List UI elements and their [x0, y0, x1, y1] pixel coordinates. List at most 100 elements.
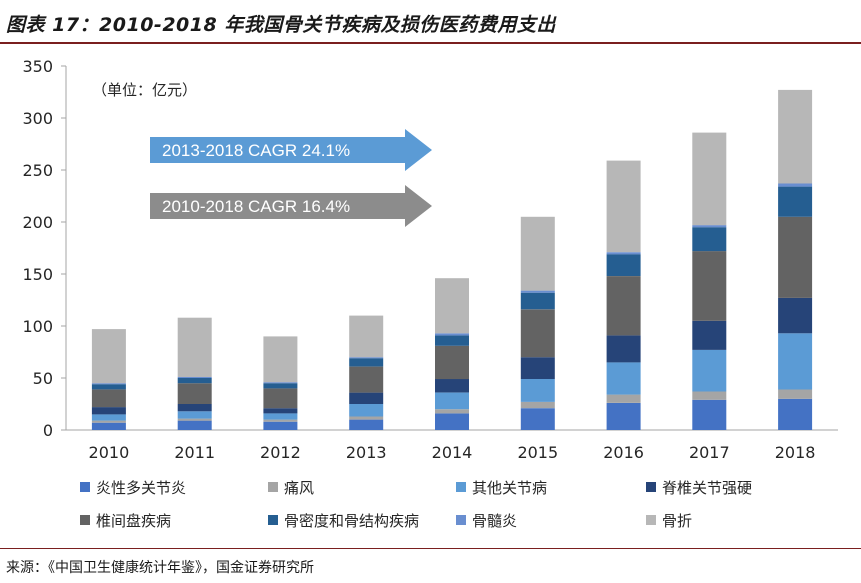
y-tick-label: 100 — [22, 317, 53, 336]
bar-segment — [520, 379, 555, 402]
bar-segment — [692, 132, 727, 226]
bar-segment — [606, 254, 641, 276]
y-tick-label: 350 — [22, 57, 53, 76]
bar-segment — [520, 292, 555, 310]
y-tick-label: 250 — [22, 161, 53, 180]
bar-segment — [606, 160, 641, 253]
bar-segment — [91, 414, 126, 421]
bar-segment — [778, 216, 813, 298]
bar-segment — [177, 383, 212, 404]
x-tick-label: 2018 — [775, 443, 816, 462]
bar-segment — [606, 335, 641, 363]
bar-segment — [263, 421, 298, 430]
footer-divider — [0, 548, 861, 549]
bar-segment — [435, 379, 469, 393]
bar-segment — [692, 399, 727, 430]
y-tick-label: 200 — [22, 213, 53, 232]
bar-segment — [263, 408, 298, 414]
y-tick-label: 150 — [22, 265, 53, 284]
legend-label: 脊椎关节强硬 — [662, 479, 752, 497]
legend-swatch — [268, 515, 278, 525]
legend-swatch — [80, 515, 90, 525]
bar-segment — [778, 398, 813, 430]
chart-title: 图表 17：2010-2018 年我国骨关节疾病及损伤医药费用支出 — [6, 14, 556, 36]
bar-segment — [349, 357, 384, 359]
x-tick-label: 2017 — [689, 443, 730, 462]
bar-segment — [778, 186, 813, 217]
bars — [91, 89, 813, 430]
bar-segment — [91, 422, 126, 430]
bar-segment — [435, 409, 469, 414]
x-tick-label: 2014 — [432, 443, 473, 462]
bar-segment — [520, 309, 555, 358]
legend-swatch — [456, 515, 466, 525]
bar-segment — [435, 333, 469, 336]
bar-segment — [520, 408, 555, 430]
bar-segment — [606, 276, 641, 336]
x-axis: 2010 2011 2012 2013 2014 2015 2016 2017 2018 — [89, 443, 816, 462]
bar-segment — [778, 297, 813, 334]
legend-swatch — [646, 482, 656, 492]
x-tick-label: 2016 — [603, 443, 644, 462]
bar-segment — [606, 403, 641, 430]
bar-segment — [349, 358, 384, 367]
y-tick-label: 0 — [43, 421, 53, 440]
bar-segment — [177, 378, 212, 384]
bar-segment — [778, 89, 813, 184]
title-divider — [0, 42, 861, 44]
cagr-label: 2010-2018 CAGR 16.4% — [162, 197, 350, 216]
x-tick-label: 2012 — [260, 443, 301, 462]
bar-segment — [520, 401, 555, 409]
bar-segment — [435, 345, 469, 380]
bar-segment — [349, 416, 384, 420]
bar-segment — [692, 349, 727, 392]
legend-swatch — [646, 515, 656, 525]
bar-segment — [263, 383, 298, 389]
unit-note: （单位：亿元） — [92, 81, 197, 99]
bar-segment — [349, 404, 384, 417]
x-tick-label: 2010 — [89, 443, 130, 462]
bar-segment — [435, 413, 469, 430]
cagr-arrow — [150, 185, 432, 227]
bar-segment — [177, 420, 212, 430]
bar-segment — [177, 404, 212, 412]
cagr-label: 2013-2018 CAGR 24.1% — [162, 141, 350, 160]
bar-segment — [692, 227, 727, 252]
bar-segment — [177, 317, 212, 377]
bar-segment — [692, 251, 727, 321]
bar-segment — [435, 392, 469, 410]
bar-segment — [349, 315, 384, 358]
bar-segment — [263, 413, 298, 420]
bar-segment — [177, 418, 212, 421]
x-tick-label: 2011 — [174, 443, 215, 462]
bar-segment — [91, 407, 126, 415]
legend-label: 痛风 — [284, 479, 314, 497]
bar-segment — [692, 225, 727, 228]
bar-segment — [520, 357, 555, 379]
cagr-annotations: 2013-2018 CAGR 24.1% 2010-2018 CAGR 16.4% — [150, 129, 432, 227]
bar-segment — [91, 383, 126, 385]
bar-segment — [349, 366, 384, 393]
legend-label: 椎间盘疾病 — [96, 512, 171, 530]
bar-segment — [91, 384, 126, 390]
source-note: 来源：《中国卫生健康统计年鉴》，国金证券研究所 — [6, 560, 314, 576]
bar-segment — [520, 290, 555, 293]
bar-segment — [91, 329, 126, 384]
legend-label: 其他关节病 — [472, 479, 547, 497]
x-tick-label: 2013 — [346, 443, 387, 462]
bar-segment — [263, 419, 298, 422]
bar-segment — [435, 278, 469, 334]
x-tick-label: 2015 — [517, 443, 558, 462]
legend-label: 骨髓炎 — [472, 512, 517, 530]
bar-segment — [435, 335, 469, 346]
bar-segment — [692, 391, 727, 400]
bar-segment — [263, 388, 298, 409]
bar-segment — [778, 389, 813, 399]
bar-segment — [263, 382, 298, 384]
y-tick-label: 50 — [33, 369, 53, 388]
legend-label: 骨密度和骨结构疾病 — [284, 512, 419, 530]
bar-segment — [778, 333, 813, 390]
